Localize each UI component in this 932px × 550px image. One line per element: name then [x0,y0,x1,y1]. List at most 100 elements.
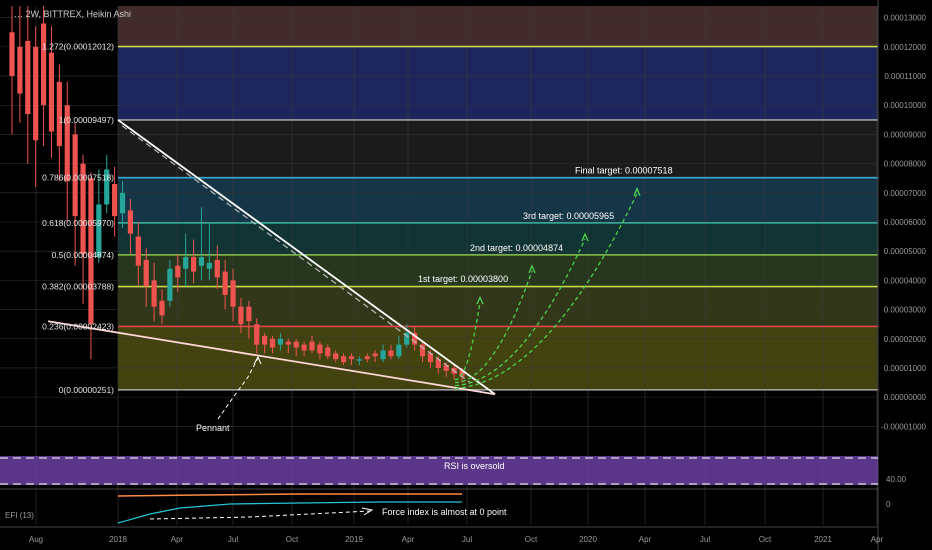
efi-tick-0: 0 [886,500,891,509]
efi-annotation: Force index is almost at 0 point [382,507,507,517]
time-tick-6: Apr [402,535,415,544]
time-tick-14: Apr [871,535,884,544]
time-tick-4: Oct [286,535,299,544]
candle-12 [104,154,110,214]
target-head [633,187,641,196]
candle-body [159,300,165,316]
price-tick-0: 0.00013000 [884,14,927,23]
candle-46 [372,350,378,363]
candle-33 [269,335,276,354]
fib-lines [118,45,878,391]
candle-body [112,184,118,217]
price-tick-3: 0.00010000 [884,101,927,110]
candle-47 [380,344,386,363]
candle-19 [159,289,165,325]
price-tick-14: -0.00001000 [881,422,926,431]
candle-body [309,341,315,351]
target-arrows: 1st target: 0.00003800 2nd target: 0.0000… [418,166,673,390]
candle-body [372,353,378,357]
fib-label-0: 1.272(0.00012012) [42,42,114,52]
candle-body [33,46,39,141]
candle-body [17,46,23,94]
efi-line-teal [117,501,462,524]
price-tick-1: 0.00012000 [884,43,927,52]
candle-body [380,350,386,360]
candle-body [262,335,268,345]
candle-41 [333,350,339,363]
candle-34 [277,332,284,351]
pennant-pointer [217,357,259,420]
candle-2 [25,6,31,164]
candle-body [269,338,276,348]
target-4: Final target: 0.00007518 [454,166,673,390]
efi-pointer [149,510,371,520]
candle-body [104,169,110,205]
candle-49 [396,335,402,360]
candle-32 [262,332,268,354]
target-2: 2nd target: 0.00004874 [454,243,563,384]
price-tick-13: 0.00000000 [884,393,927,402]
candle-3 [33,26,39,187]
time-tick-13: 2021 [814,535,832,544]
candle-17 [143,248,149,307]
candle-body [151,280,157,307]
candle-13 [112,166,118,237]
trend-drawings [47,119,496,420]
candle-body [64,105,70,182]
target-label-3: 3rd target: 0.00005965 [523,211,614,221]
fib-band-1 [118,119,878,178]
candle-38 [309,335,315,354]
candle-21 [175,254,181,293]
chart-title: … 2W, BITTREX, Heikin Ashi [14,9,131,19]
candle-body [412,332,418,345]
candle-body [238,306,244,325]
candle-body [167,268,173,301]
price-axis: 0.00013000 0.00012000 0.00011000 0.00010000… [877,0,927,550]
target-label-4: Final target: 0.00007518 [575,166,673,176]
fib-band-top [118,6,878,47]
target-curve [454,238,586,387]
candle-20 [167,259,173,307]
candle-31 [254,318,260,354]
price-tick-2: 0.00011000 [884,72,926,81]
candle-body [348,356,355,360]
candle-body [317,344,323,354]
candle-body [96,204,102,258]
fib-band-0 [118,46,878,120]
candle-6 [56,64,62,182]
candle-body [340,356,347,363]
fib-labels: 1.272(0.00012012) 1(0.00009497) 0.786(0.00… [42,42,114,395]
candle-35 [285,338,291,354]
candle-45 [364,353,370,363]
candle-body [325,347,331,357]
candle-37 [301,341,307,357]
candle-body [9,32,15,77]
candle-body [285,341,291,345]
time-tick-9: 2020 [579,535,597,544]
candle-body [40,23,47,106]
candle-body [88,178,94,325]
fib-bands [118,6,878,390]
target-1: 1st target: 0.00003800 [418,274,508,381]
pennant-lower-line [47,320,496,396]
rsi-band [0,456,878,485]
time-axis: Aug 2018 Apr Jul Oct 2019 Apr Jul Oct 2020 Apr Jul O… [0,526,884,544]
candle-0 [9,6,15,135]
candle-body [230,280,236,307]
candle-29 [238,297,244,333]
candle-body [72,134,78,217]
candle-44 [356,356,362,366]
candle-body [198,257,205,266]
candle-51 [412,327,418,351]
candle-body [119,192,126,214]
pennant-dashed-line [121,125,471,384]
candle-9 [80,154,86,304]
time-tick-5: 2019 [345,535,363,544]
price-tick-7: 0.00006000 [884,218,927,227]
candle-body [190,257,197,272]
efi-label: EFI (13) [5,511,34,520]
target-label-1: 1st target: 0.00003800 [418,274,508,284]
candle-body [143,259,149,287]
candle-body [206,262,212,269]
